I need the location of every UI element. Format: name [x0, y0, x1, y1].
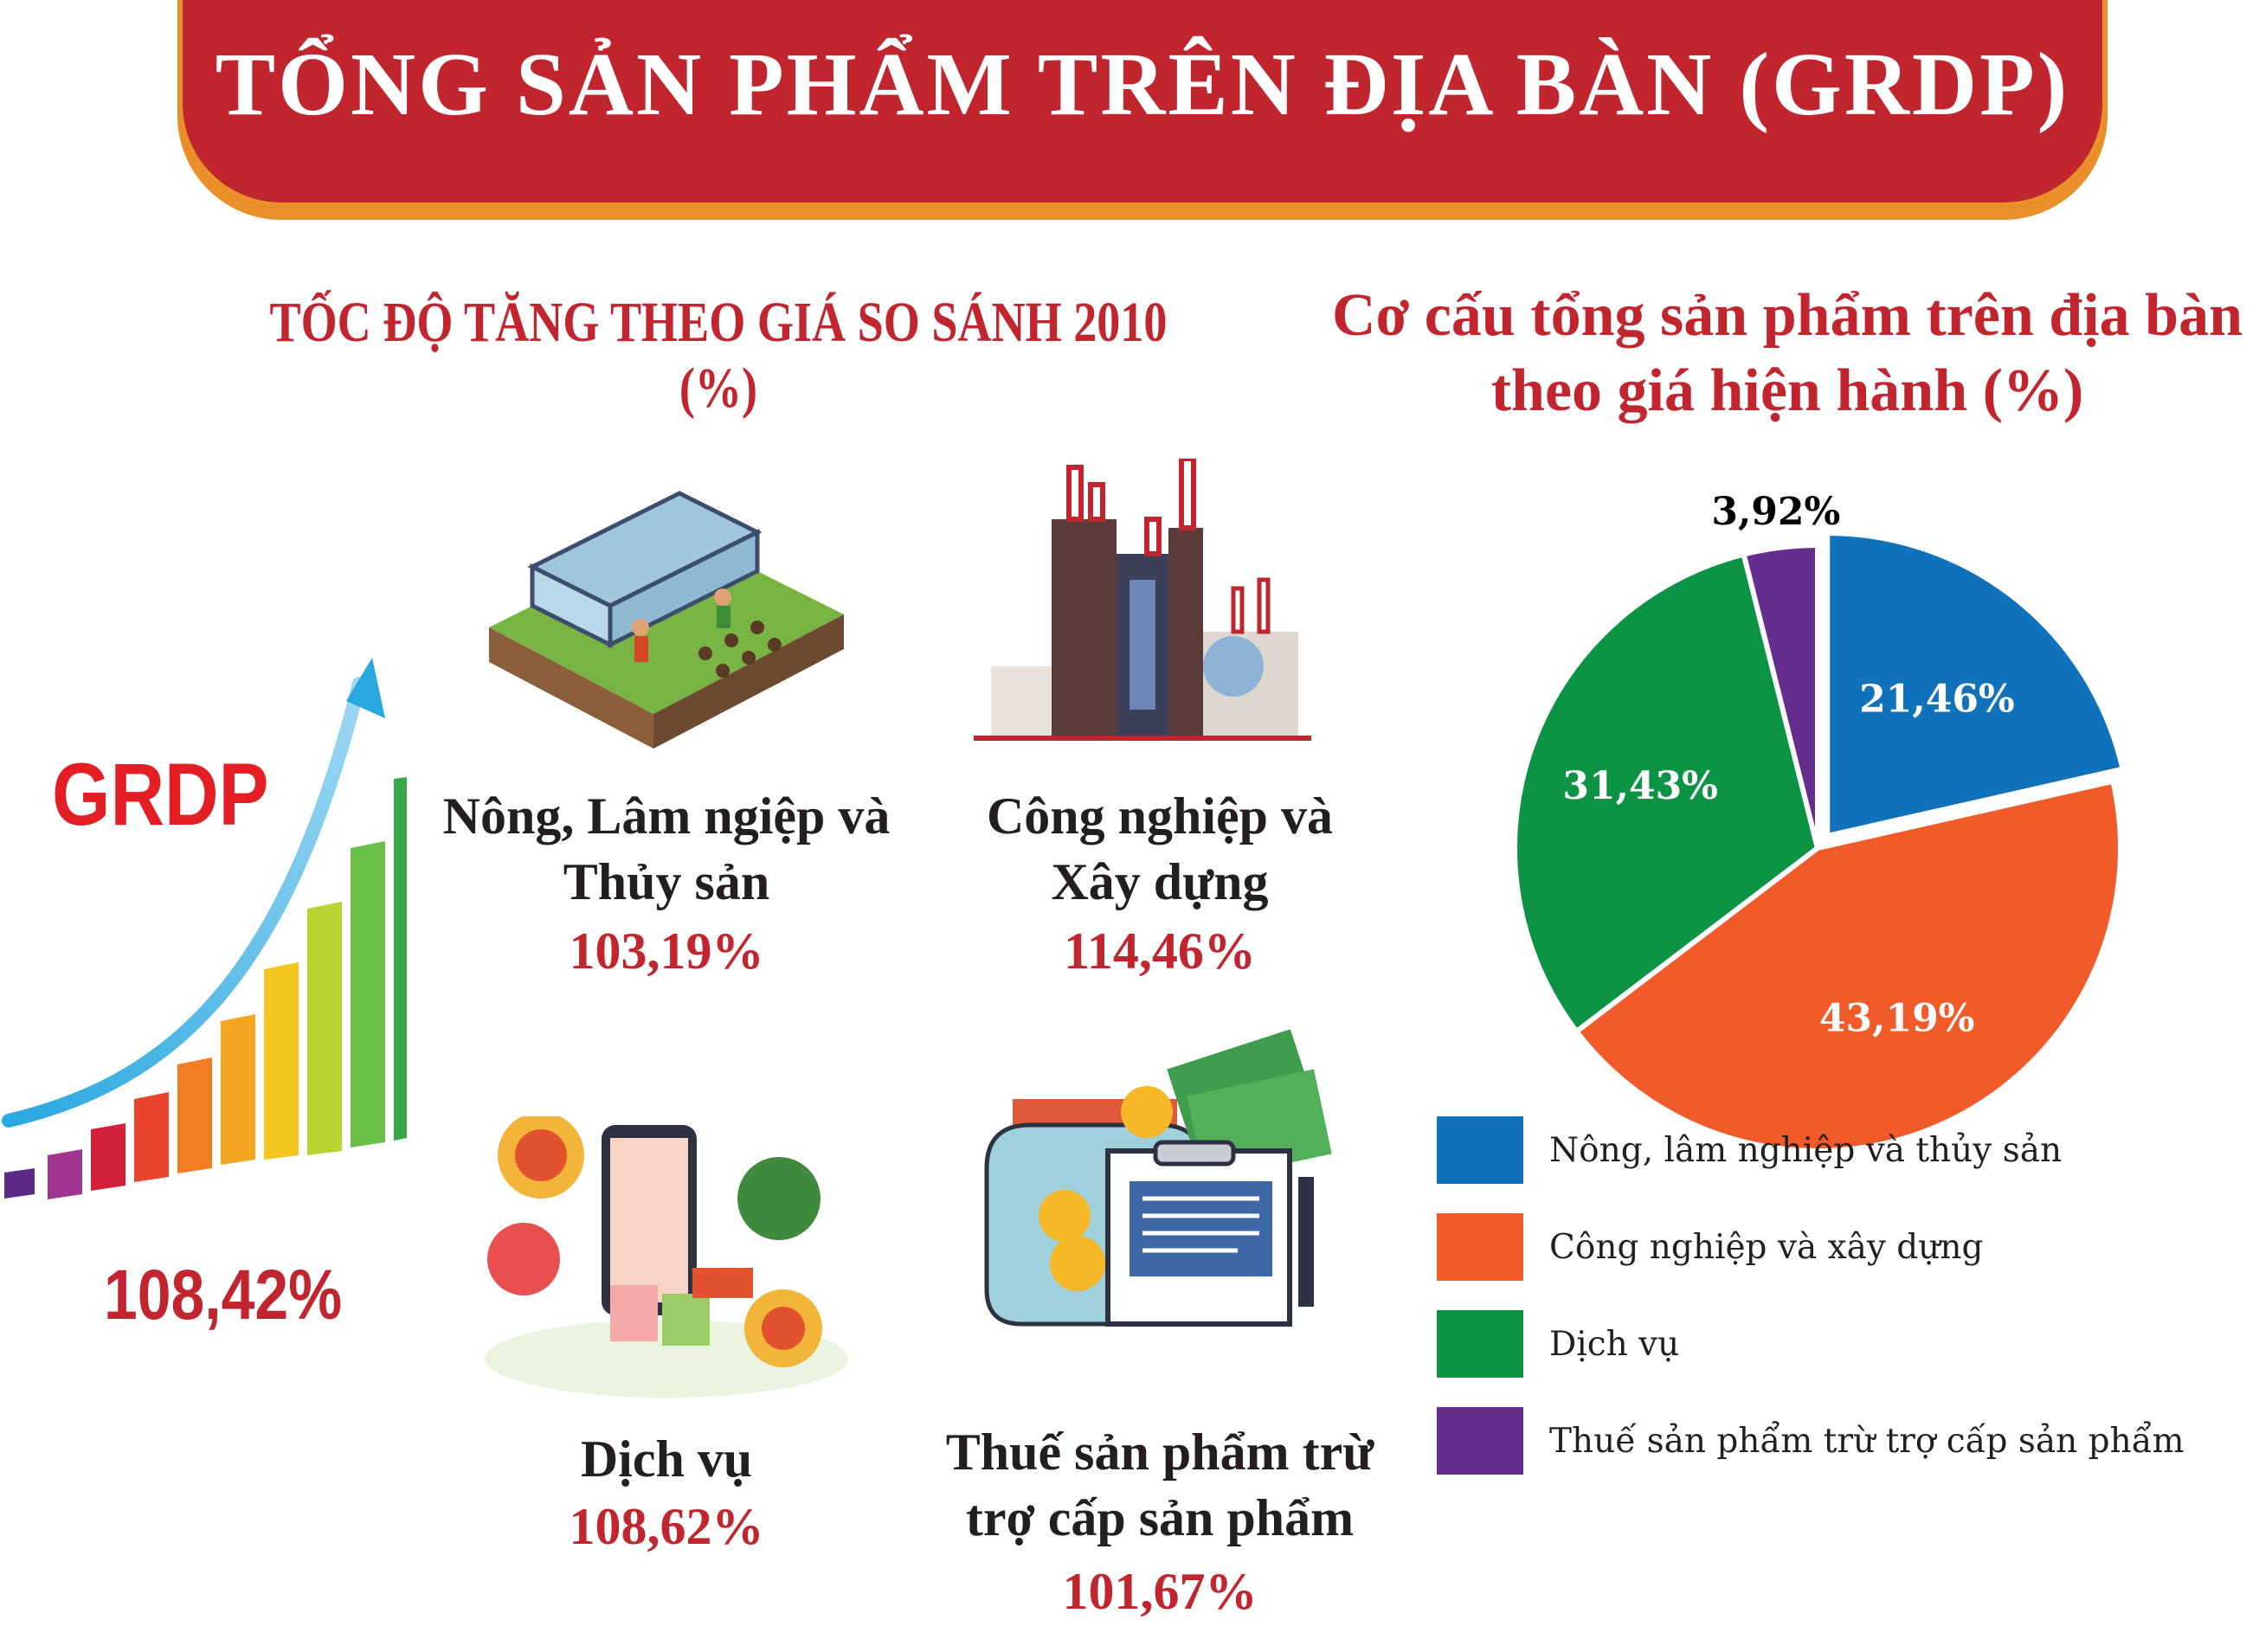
- shopping-services-icon: [485, 1116, 848, 1398]
- legend-label-taxes: Thuế sản phẩm trừ trợ cấp sản phẩm: [1549, 1422, 2185, 1461]
- sector-industry-value: 114,46%: [1064, 922, 1256, 980]
- legend-label-agriculture: Nông, lâm nghiệp và thủy sản: [1549, 1131, 2063, 1170]
- sector-taxes-name-line1: Thuế sản phẩm trừ: [945, 1424, 1374, 1481]
- title-banner: [177, 0, 2108, 208]
- pie-label-agriculture: 21,46%: [1859, 677, 2015, 721]
- growth-heading: TỐC ĐỘ TĂNG THEO GIÁ SO SÁNH 2010 (%): [269, 291, 1168, 420]
- sector-services-name: Dịch vụ: [580, 1430, 753, 1488]
- grdp-label: GRDP: [52, 745, 269, 844]
- legend-swatch-agriculture: [1437, 1116, 1523, 1184]
- legend-swatch-industry: [1437, 1213, 1523, 1281]
- pie-title-line2: theo giá hiện hành (%): [1490, 357, 2084, 424]
- page-title: TỔNG SẢN PHẨM TRÊN ĐỊA BÀN (GRDP): [215, 35, 2070, 134]
- grdp-growth-value: 108,42%: [104, 1256, 343, 1334]
- sector-industry-name-line1: Công nghiệp và: [986, 787, 1334, 845]
- pie-slice-taxes: [1741, 542, 1820, 849]
- sector-services-value: 108,62%: [569, 1498, 764, 1555]
- sector-industry-name-line2: Xây dựng: [1051, 853, 1269, 910]
- sector-taxes-name-line2: trợ cấp sản phẩm: [965, 1489, 1355, 1546]
- pie-label-industry: 43,19%: [1819, 997, 1975, 1041]
- pie-chart: 21,46% 43,19% 31,43% 3,92%: [1512, 490, 2127, 1154]
- greenhouse-farm-icon: [489, 491, 844, 749]
- growth-bars: [4, 777, 407, 1199]
- sector-agriculture-value: 103,19%: [569, 922, 764, 980]
- pie-slice-agriculture: [1825, 530, 2127, 839]
- pie-label-taxes: 3,92%: [1711, 490, 1840, 534]
- sector-agriculture-name-line1: Nông, Lâm ngiệp và: [442, 787, 891, 845]
- pie-label-services: 31,43%: [1562, 764, 1718, 808]
- legend-label-industry: Công nghiệp và xây dựng: [1549, 1228, 1984, 1267]
- factory-icon: [974, 459, 1311, 741]
- sector-agriculture-name-line2: Thủy sản: [563, 853, 770, 910]
- grdp-growth-icon: [2, 658, 407, 1199]
- sector-taxes-value: 101,67%: [1062, 1563, 1258, 1620]
- pie-title-line1: Cơ cấu tổng sản phẩm trên địa bàn: [1331, 282, 2243, 349]
- pie-slice-industry: [1573, 778, 2123, 1154]
- pie-slice-services: [1512, 550, 1821, 1036]
- money-jar-tax-icon: [984, 1030, 1332, 1327]
- legend-label-services: Dịch vụ: [1549, 1325, 1680, 1364]
- legend-swatch-services: [1437, 1310, 1523, 1378]
- legend-swatch-taxes: [1437, 1407, 1523, 1475]
